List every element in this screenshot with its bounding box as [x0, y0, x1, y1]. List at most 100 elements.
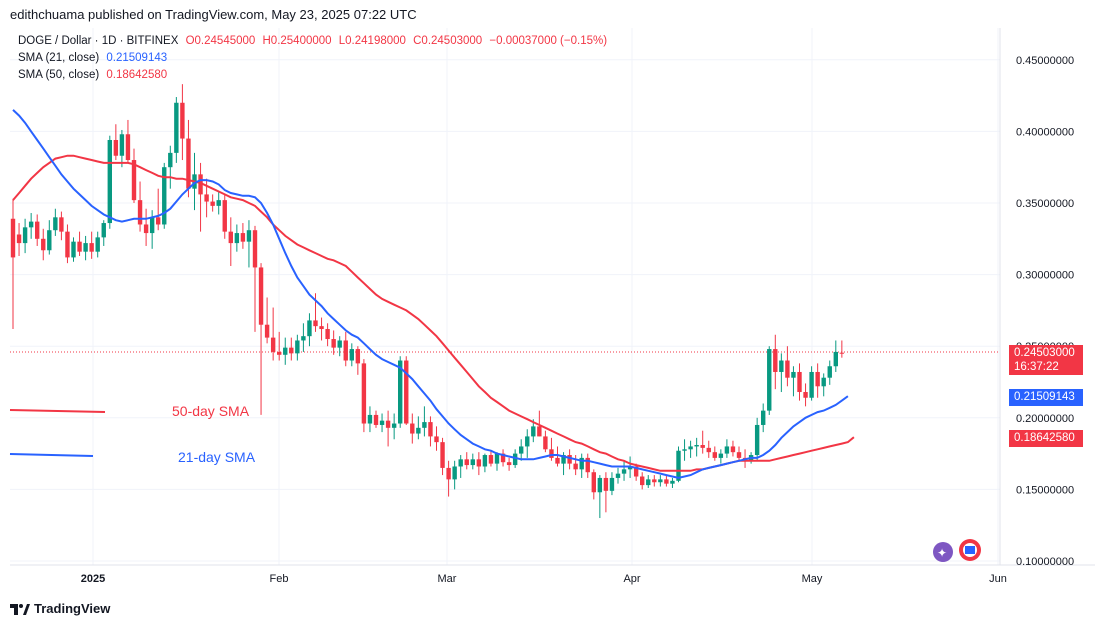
- candle-body: [482, 455, 488, 467]
- close-value: C0.24503000: [413, 35, 483, 47]
- x-tick-label: Mar: [438, 573, 457, 585]
- candle-body: [47, 230, 52, 251]
- last-price-value: 0.24503000: [1014, 347, 1075, 359]
- candle-body: [422, 422, 427, 428]
- y-tick-label: 0.20000000: [1016, 413, 1074, 425]
- candle-body: [307, 320, 312, 337]
- bar-countdown: 16:37:22: [1014, 361, 1059, 373]
- candle-body: [525, 436, 530, 447]
- candle-body: [700, 445, 705, 448]
- y-tick-label: 0.30000000: [1016, 270, 1074, 282]
- svg-text:✦: ✦: [937, 546, 947, 560]
- candle-body: [361, 363, 367, 424]
- candle-body: [41, 238, 46, 251]
- candle-body: [815, 371, 820, 387]
- candle-body: [470, 459, 475, 466]
- y-tick-label: 0.10000000: [1016, 556, 1074, 568]
- candle-body: [676, 450, 681, 481]
- candle-body: [149, 217, 155, 234]
- tradingview-footer[interactable]: TradingView: [10, 601, 110, 616]
- candle-body: [113, 139, 119, 156]
- candle-body: [398, 360, 403, 424]
- candle-body: [22, 227, 28, 244]
- candle-body: [573, 463, 578, 470]
- candle-body: [803, 392, 808, 398]
- candle-body: [646, 479, 651, 486]
- candle-body: [180, 102, 185, 139]
- candle-body: [446, 467, 451, 480]
- candle-body: [827, 366, 832, 378]
- y-tick-label: 0.40000000: [1016, 126, 1074, 138]
- candle-body: [440, 442, 445, 468]
- candle-body: [839, 352, 845, 354]
- candle-body: [706, 447, 711, 453]
- candle-body: [767, 349, 772, 411]
- candle-body: [506, 462, 512, 466]
- candle-body: [410, 423, 415, 434]
- candle-body: [289, 347, 294, 354]
- candle-body: [736, 452, 742, 458]
- candle-body: [452, 466, 457, 480]
- ohlc-legend: DOGE / Dollar · 1D · BITFINEX O0.2454500…: [18, 35, 611, 47]
- symbol-label[interactable]: DOGE / Dollar · 1D · BITFINEX: [18, 35, 179, 47]
- sma50-price-tag: 0.18642580: [1009, 430, 1083, 447]
- candle-body: [385, 420, 391, 428]
- sma50-legend-value: 0.18642580: [106, 69, 168, 81]
- candle-body: [131, 160, 137, 201]
- candlestick-series: [10, 84, 845, 519]
- chart-grid: [10, 28, 1000, 565]
- candle-body: [833, 351, 838, 367]
- candle-body: [301, 336, 306, 341]
- candle-body: [373, 414, 379, 425]
- sma21-legend[interactable]: SMA (21, close) 0.21509143: [18, 52, 171, 64]
- sma21-price-tag: 0.21509143: [1009, 389, 1083, 406]
- candle-body: [821, 377, 826, 387]
- candle-body: [391, 423, 397, 428]
- candle-body: [773, 349, 778, 372]
- time-axis: 2025 Feb Mar Apr May Jun: [81, 573, 1007, 585]
- candle-body: [718, 453, 724, 458]
- candle-body: [640, 476, 645, 486]
- candle-body: [204, 194, 209, 202]
- candle-body: [77, 241, 82, 252]
- candle-body: [156, 217, 161, 225]
- candle-body: [416, 427, 421, 434]
- candle-body: [89, 243, 94, 252]
- y-tick-label: 0.15000000: [1016, 484, 1074, 496]
- candle-body: [337, 340, 342, 348]
- candle-body: [670, 480, 675, 484]
- candle-body: [174, 102, 179, 153]
- sparkle-icon: [933, 542, 953, 562]
- candle-body: [543, 436, 548, 450]
- candle-body: [512, 453, 518, 466]
- candle-body: [500, 453, 506, 463]
- candle-body: [404, 360, 409, 424]
- candle-body: [168, 152, 173, 168]
- sma50-annotation: 50-day SMA: [172, 403, 250, 419]
- low-value: L0.24198000: [338, 35, 406, 47]
- candle-body: [258, 267, 264, 325]
- candle-body: [270, 337, 276, 352]
- candle-body: [464, 459, 469, 466]
- candle-body: [712, 452, 717, 458]
- candle-body: [555, 457, 560, 464]
- candle-body: [791, 371, 796, 378]
- candle-body: [488, 455, 494, 464]
- event-icons[interactable]: ✦: [933, 539, 981, 562]
- candle-body: [809, 371, 814, 398]
- candle-body: [101, 223, 106, 238]
- candle-body: [162, 167, 167, 225]
- candle-body: [107, 139, 112, 224]
- price-axis: 0.45000000 0.40000000 0.35000000 0.30000000…: [1016, 55, 1074, 568]
- sma50-legend[interactable]: SMA (50, close) 0.18642580: [18, 69, 171, 81]
- high-value: H0.25400000: [262, 35, 332, 47]
- y-tick-label: 0.45000000: [1016, 55, 1074, 67]
- candle-body: [240, 233, 246, 242]
- candle-body: [331, 339, 336, 348]
- candle-body: [216, 200, 221, 206]
- sma21-legend-label: SMA (21, close): [18, 52, 100, 64]
- candle-body: [658, 479, 663, 483]
- candle-body: [28, 221, 34, 228]
- candle-body: [125, 134, 131, 161]
